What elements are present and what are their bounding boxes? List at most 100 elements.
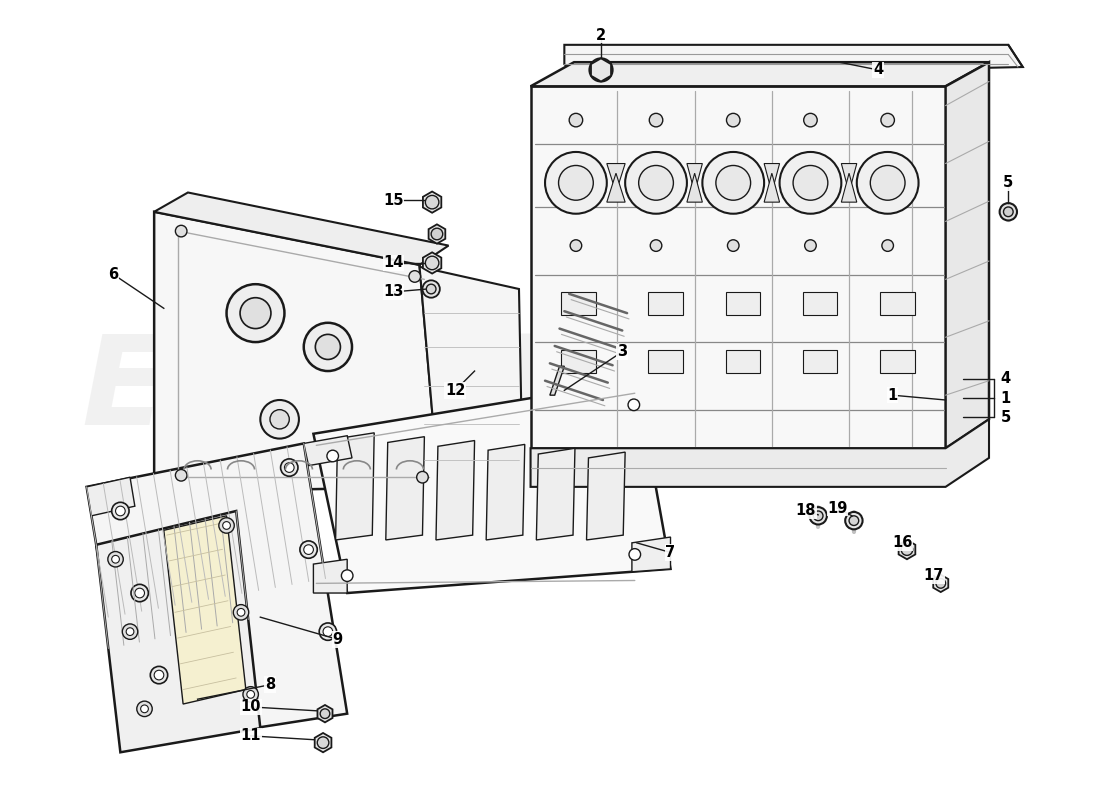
Circle shape [243, 686, 258, 702]
Circle shape [422, 280, 440, 298]
Circle shape [319, 623, 337, 640]
Circle shape [246, 690, 254, 698]
Polygon shape [842, 163, 857, 193]
Circle shape [240, 298, 271, 329]
Circle shape [417, 471, 428, 483]
Text: 15: 15 [383, 193, 404, 208]
Circle shape [849, 516, 859, 526]
Circle shape [870, 166, 905, 200]
Circle shape [409, 270, 420, 282]
Polygon shape [87, 443, 348, 747]
Text: 16: 16 [892, 535, 912, 550]
Polygon shape [686, 173, 703, 202]
Circle shape [327, 450, 339, 462]
Circle shape [112, 502, 129, 520]
Polygon shape [803, 350, 837, 373]
Polygon shape [386, 437, 425, 540]
Circle shape [569, 114, 583, 127]
Polygon shape [946, 62, 989, 448]
Polygon shape [422, 252, 441, 274]
Polygon shape [154, 212, 439, 492]
Circle shape [122, 624, 138, 639]
Circle shape [881, 114, 894, 127]
Text: 12: 12 [446, 383, 465, 398]
Circle shape [285, 462, 294, 472]
Circle shape [304, 545, 313, 554]
Text: 1: 1 [888, 388, 898, 402]
Polygon shape [550, 366, 564, 395]
Polygon shape [315, 733, 331, 752]
Circle shape [222, 522, 230, 530]
Circle shape [151, 666, 167, 684]
Circle shape [810, 507, 827, 525]
Polygon shape [537, 448, 575, 540]
Circle shape [261, 400, 299, 438]
Circle shape [882, 240, 893, 251]
Text: 17: 17 [924, 568, 944, 583]
Circle shape [317, 737, 329, 749]
Polygon shape [880, 350, 915, 373]
Polygon shape [648, 350, 683, 373]
Circle shape [141, 705, 149, 713]
Circle shape [270, 410, 289, 429]
Text: 6: 6 [109, 267, 119, 282]
Polygon shape [96, 511, 261, 752]
Circle shape [116, 506, 125, 516]
Circle shape [650, 240, 662, 251]
Circle shape [426, 195, 439, 209]
Circle shape [570, 240, 582, 251]
Circle shape [227, 284, 285, 342]
Circle shape [108, 551, 123, 567]
Polygon shape [880, 292, 915, 315]
Text: 18: 18 [795, 503, 816, 518]
Circle shape [590, 58, 613, 82]
Circle shape [320, 709, 330, 718]
Polygon shape [842, 173, 857, 202]
Circle shape [316, 334, 340, 359]
Circle shape [427, 284, 436, 294]
Text: 4: 4 [1001, 371, 1011, 386]
Circle shape [280, 459, 298, 476]
Text: 13: 13 [383, 285, 404, 299]
Polygon shape [631, 537, 671, 572]
Circle shape [238, 609, 245, 616]
Polygon shape [607, 163, 625, 193]
Polygon shape [314, 381, 671, 593]
Polygon shape [564, 45, 1023, 77]
Polygon shape [87, 478, 135, 516]
Text: 4: 4 [873, 62, 883, 78]
Text: 11: 11 [241, 728, 261, 743]
Polygon shape [530, 62, 989, 86]
Polygon shape [726, 350, 760, 373]
Circle shape [154, 670, 164, 680]
Circle shape [901, 544, 913, 555]
Circle shape [136, 701, 152, 717]
Circle shape [1003, 207, 1013, 217]
Polygon shape [318, 705, 332, 722]
Polygon shape [591, 58, 611, 82]
Circle shape [323, 627, 332, 637]
Circle shape [629, 549, 640, 560]
Polygon shape [561, 292, 596, 315]
Circle shape [126, 628, 134, 635]
Polygon shape [933, 574, 948, 592]
Circle shape [857, 152, 918, 214]
Text: 5: 5 [1001, 410, 1011, 425]
Circle shape [804, 114, 817, 127]
Text: 8: 8 [265, 678, 275, 692]
Polygon shape [764, 173, 780, 202]
Polygon shape [336, 433, 374, 540]
Text: 1: 1 [1001, 390, 1011, 406]
Text: 14: 14 [383, 255, 404, 270]
Circle shape [813, 511, 823, 521]
Circle shape [219, 518, 234, 533]
Circle shape [793, 166, 828, 200]
Circle shape [1000, 203, 1018, 221]
Circle shape [625, 152, 686, 214]
Circle shape [233, 605, 249, 620]
Circle shape [175, 226, 187, 237]
Text: 2: 2 [596, 28, 606, 42]
Text: 10: 10 [241, 699, 261, 714]
Circle shape [341, 570, 353, 582]
Circle shape [628, 399, 639, 410]
